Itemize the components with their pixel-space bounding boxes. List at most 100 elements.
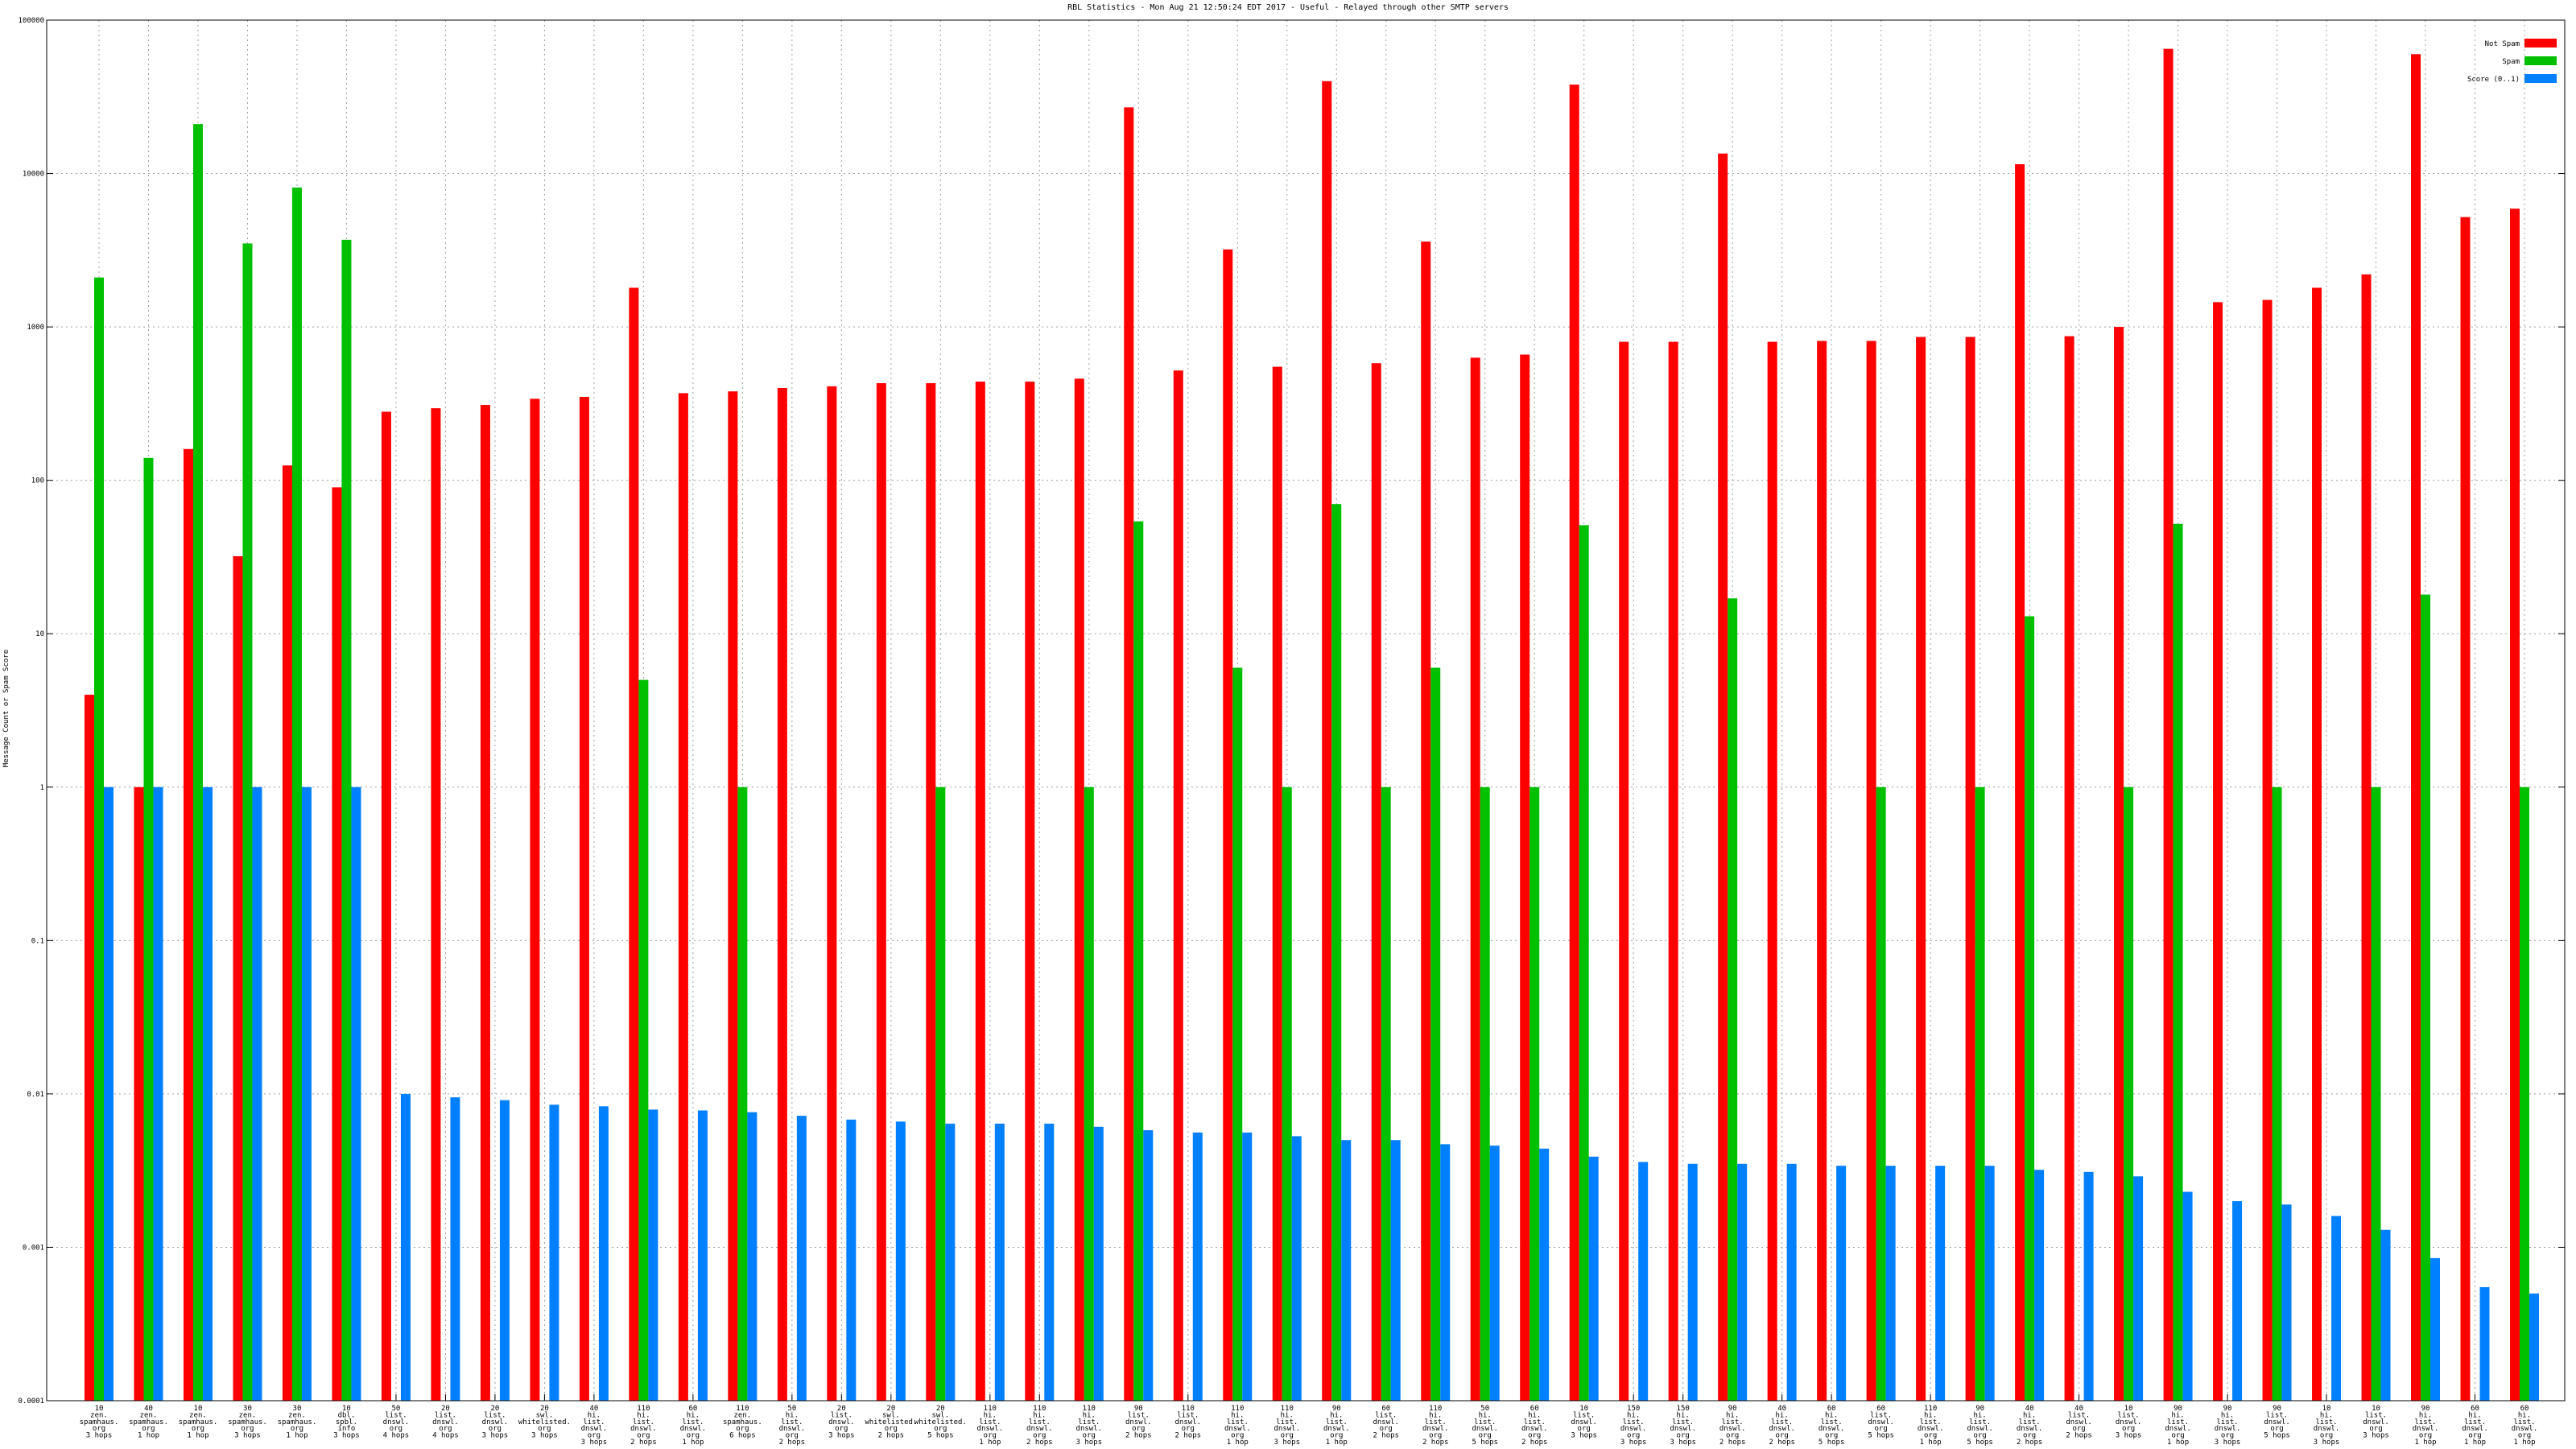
x-tick-label-line: 40 <box>2074 1405 2083 1413</box>
x-tick-label: 20 list. dnswl. org 4 hops <box>432 1405 459 1440</box>
x-tick-label-line: list. <box>2365 1411 2387 1419</box>
x-tick-label-line: list. <box>1276 1418 1298 1426</box>
x-tick-label-line: 90 <box>1134 1405 1143 1413</box>
x-tick-label: 110 hi. list. dnswl. org 1 hop <box>977 1405 1004 1447</box>
x-tick-label-line: 3 hops <box>2215 1439 2241 1447</box>
x-tick-label-line: org <box>687 1432 700 1440</box>
x-tick-label: 20 list. dnswl. org 3 hops <box>482 1405 509 1440</box>
x-tick-label-line: dnswl. <box>2413 1425 2439 1433</box>
x-tick-label-line: 110 <box>1281 1405 1294 1413</box>
x-tick-label-line: 3 hops <box>828 1432 855 1440</box>
x-tick-label-line: 3 hops <box>86 1432 113 1440</box>
x-tick-label-line: org <box>786 1432 799 1440</box>
bar <box>1044 1123 1055 1401</box>
bar <box>1588 1156 1599 1401</box>
x-tick-label-line: dnswl. <box>1026 1425 1053 1433</box>
x-tick-label-line: 30 <box>293 1405 302 1413</box>
bar <box>291 187 302 1401</box>
x-tick-label-line: org <box>2122 1425 2135 1433</box>
x-tick-label-line: hi. <box>1429 1411 1442 1419</box>
x-tick-label-line: dnswl. <box>1175 1418 1202 1426</box>
bar <box>2380 1229 2391 1401</box>
x-tick-label-line: dnswl. <box>2215 1425 2241 1433</box>
x-tick-label-line: zen. <box>239 1411 257 1419</box>
bar <box>1530 786 1540 1401</box>
bar <box>1440 1144 1451 1401</box>
bar <box>1687 1163 1698 1401</box>
x-tick-label: 90 hi. list. dnswl. org 3 hops <box>2215 1405 2241 1447</box>
x-tick-label-line: 4 hops <box>383 1432 410 1440</box>
bar <box>2371 786 2381 1401</box>
bar <box>2173 523 2183 1401</box>
legend-label: Not Spam <box>2485 40 2520 48</box>
bar <box>1421 242 1431 1401</box>
x-tick-label-line: org <box>439 1425 452 1433</box>
x-tick-label-line: org <box>2270 1425 2283 1433</box>
bar <box>1619 341 1629 1401</box>
x-tick-label-line: dnswl. <box>1670 1425 1696 1433</box>
bar <box>1975 786 1985 1401</box>
x-tick-label-line: 10 <box>194 1405 203 1413</box>
bar <box>1282 786 1292 1401</box>
x-tick-label-line: spamhaus. <box>129 1418 168 1426</box>
bar <box>341 239 352 1401</box>
x-tick-label-line: 2 hops <box>1719 1439 1746 1447</box>
x-tick-label-line: dnswl. <box>1620 1425 1647 1433</box>
bar <box>846 1119 857 1401</box>
x-tick-label-line: dnswl. <box>1571 1418 1597 1426</box>
bar <box>450 1097 460 1401</box>
x-tick-label-line: list. <box>1573 1411 1595 1419</box>
x-tick-label-line: dnswl. <box>1818 1425 1845 1433</box>
bar <box>1341 1140 1352 1401</box>
x-tick-label-line: hi. <box>2518 1411 2531 1419</box>
x-tick-label-line: 2 hops <box>2066 1432 2092 1440</box>
x-tick-label-line: hi. <box>2320 1411 2333 1419</box>
bar <box>895 1121 906 1401</box>
x-tick-label-line: 20 <box>837 1405 846 1413</box>
x-tick-label: 20 swl. whitelisted. org 5 hops <box>914 1405 967 1440</box>
x-tick-label-line: org <box>835 1425 848 1433</box>
x-tick-label-line: list. <box>2513 1418 2535 1426</box>
x-tick-label-line: list. <box>1177 1411 1199 1419</box>
x-tick-label-line: list. <box>2217 1418 2239 1426</box>
x-tick-label-line: org <box>538 1425 551 1433</box>
bar <box>381 411 391 1401</box>
x-tick-label-line: org <box>2320 1432 2333 1440</box>
bar <box>1728 598 1738 1401</box>
x-tick-label-line: 40 <box>1777 1405 1786 1413</box>
x-tick-label: 60 hi. list. dnswl. org 1 hop <box>2512 1405 2538 1447</box>
bar <box>1232 667 1243 1401</box>
x-tick-label-line: dnswl. <box>2314 1425 2340 1433</box>
x-tick-label-line: swl. <box>536 1411 554 1419</box>
bar <box>1133 521 1144 1401</box>
x-tick-label-line: org <box>1924 1432 1937 1440</box>
bar <box>192 124 203 1401</box>
legend-label: Spam <box>2502 58 2520 66</box>
x-tick-label-line: hi. <box>1677 1411 1690 1419</box>
bar <box>1480 786 1490 1401</box>
y-tick-label: 100 <box>31 477 44 485</box>
x-tick-label: 90 hi. list. dnswl. org 1 hop <box>1323 1405 1350 1447</box>
x-tick-label-line: 110 <box>1033 1405 1046 1413</box>
x-tick-label-line: 3 hops <box>234 1432 261 1440</box>
x-tick-label-line: whitelisted. <box>518 1418 571 1426</box>
x-tick-label-line: org <box>736 1425 749 1433</box>
bar <box>747 1112 758 1401</box>
x-tick-label-line: list. <box>1425 1418 1447 1426</box>
bar <box>1322 80 1332 1401</box>
x-tick-label-line: 3 hops <box>333 1432 360 1440</box>
x-tick-label-line: spamhaus. <box>80 1418 119 1426</box>
x-tick-label-line: zen. <box>90 1411 108 1419</box>
bar <box>579 396 589 1402</box>
x-tick-label-line: hi. <box>2023 1411 2036 1419</box>
x-tick-label-line: 10 <box>342 1405 351 1413</box>
x-tick-label-line: list. <box>1821 1418 1843 1426</box>
bar <box>1836 1166 1847 1401</box>
bar <box>104 786 114 1401</box>
bar <box>935 786 946 1401</box>
x-tick-label-line: dnswl. <box>779 1425 806 1433</box>
x-tick-label-line: 2 hops <box>779 1439 806 1447</box>
x-tick-label-line: 6 hops <box>729 1432 756 1440</box>
x-tick-label: 90 hi. list. dnswl. org 2 hops <box>1719 1405 1746 1447</box>
x-tick-label-line: 10 <box>2124 1405 2133 1413</box>
